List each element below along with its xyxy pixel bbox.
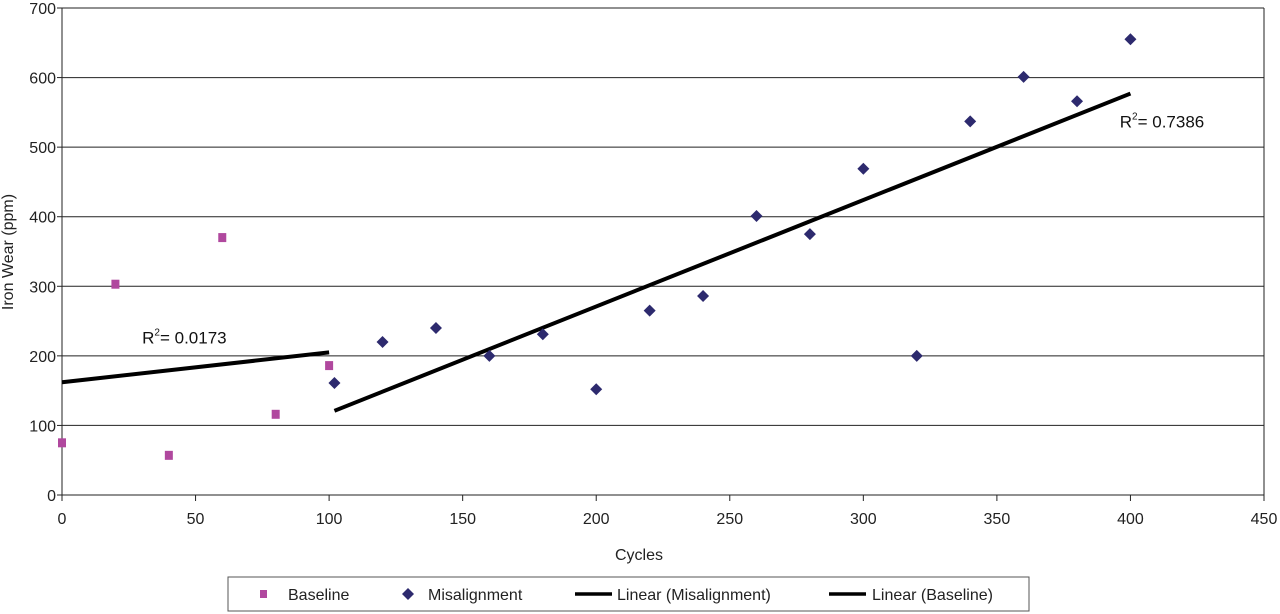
misalignment-point-3 — [483, 349, 496, 362]
misalignment-point-9 — [803, 228, 816, 241]
misalignment-point-11 — [910, 349, 923, 362]
x-tick-label-250: 250 — [716, 511, 743, 528]
trendlines — [61, 91, 1132, 413]
annotations: R2= 0.7386 R2= 0.0173 — [142, 112, 1204, 348]
x-tick-label-450: 450 — [1251, 511, 1278, 528]
axes — [61, 8, 1265, 496]
legend-misalignment-marker — [402, 588, 414, 600]
data-points — [58, 33, 1137, 460]
misalignment-point-14 — [1071, 95, 1084, 108]
misalignment-point-4 — [536, 328, 549, 341]
baseline-point-1 — [111, 279, 120, 289]
misalignment-point-15 — [1124, 33, 1137, 46]
y-tick-label-500: 500 — [29, 140, 56, 157]
x-tick-label-200: 200 — [583, 511, 610, 528]
x-tick-label-100: 100 — [316, 511, 343, 528]
y-tick-label-100: 100 — [29, 418, 56, 435]
legend-baseline-marker — [260, 590, 267, 598]
trendline-misalignment — [333, 91, 1132, 413]
misalignment-point-5 — [590, 383, 603, 396]
misalignment-point-13 — [1017, 70, 1030, 83]
baseline-point-0 — [58, 438, 66, 448]
misalignment-point-8 — [750, 210, 763, 223]
legend-linear-baseline-label: Linear (Baseline) — [872, 587, 993, 604]
baseline-point-2 — [164, 450, 173, 460]
x-tick-label-0: 0 — [58, 511, 67, 528]
baseline-point-4 — [271, 409, 280, 419]
x-tick-label-50: 50 — [187, 511, 205, 528]
misalignment-point-7 — [697, 290, 710, 303]
baseline-point-5 — [325, 361, 334, 371]
misalignment-point-1 — [376, 335, 389, 348]
x-tick-label-300: 300 — [850, 511, 877, 528]
misalignment-point-0 — [328, 376, 341, 389]
baseline-point-3 — [218, 233, 227, 243]
y-tick-label-400: 400 — [29, 210, 56, 227]
x-tick-label-150: 150 — [449, 511, 476, 528]
legend-box — [227, 576, 1030, 612]
r-squared-annotation-1: R2= 0.0173 — [142, 327, 227, 347]
misalignment-point-2 — [429, 322, 442, 335]
misalignment-point-6 — [643, 304, 656, 317]
legend: Baseline Misalignment Linear (Misalignme… — [227, 576, 1030, 612]
y-axis-title: Iron Wear (ppm) — [0, 194, 17, 310]
legend-baseline-label: Baseline — [288, 587, 349, 604]
y-tick-label-600: 600 — [29, 71, 56, 88]
x-axis-ticks: 0 50 100 150 200 250 300 350 400 450 — [58, 495, 1278, 528]
legend-misalignment-label: Misalignment — [428, 587, 523, 604]
x-tick-label-350: 350 — [984, 511, 1011, 528]
legend-linear-misalignment-label: Linear (Misalignment) — [617, 587, 771, 604]
misalignment-point-12 — [964, 115, 977, 128]
y-axis-ticks: 0 100 200 300 400 500 600 700 — [29, 1, 62, 505]
trendline-baseline — [61, 350, 330, 385]
x-tick-label-400: 400 — [1117, 511, 1144, 528]
x-axis-title: Cycles — [615, 547, 663, 564]
y-tick-label-300: 300 — [29, 279, 56, 296]
r-squared-annotation-0: R2= 0.7386 — [1120, 112, 1205, 132]
y-tick-label-200: 200 — [29, 349, 56, 366]
misalignment-point-10 — [857, 162, 870, 175]
y-tick-label-700: 700 — [29, 1, 56, 18]
gridlines — [62, 7, 1264, 496]
y-tick-label-0: 0 — [47, 488, 56, 505]
